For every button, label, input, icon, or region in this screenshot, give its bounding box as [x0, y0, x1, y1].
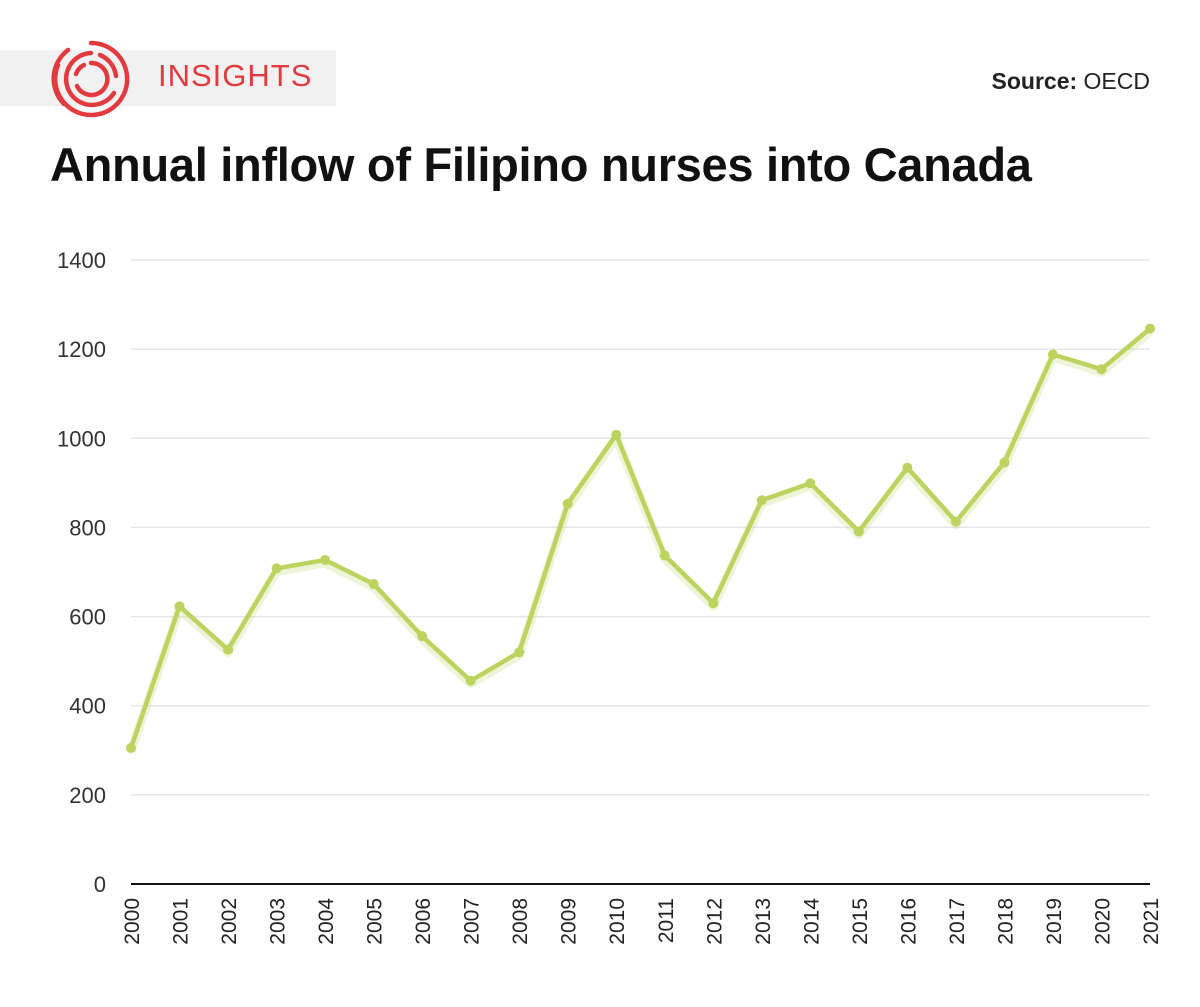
- data-point: [368, 579, 379, 590]
- data-point: [853, 526, 864, 537]
- series-line: [128, 326, 1153, 751]
- x-tick-label: 2012: [703, 898, 726, 945]
- x-tick-label: 2011: [655, 898, 678, 943]
- data-point: [708, 598, 719, 609]
- data-point: [174, 601, 185, 612]
- series-line-shadow: [126, 328, 1153, 753]
- y-tick-label: 400: [69, 694, 106, 719]
- x-tick-label: 2006: [412, 898, 435, 945]
- data-point: [999, 457, 1010, 468]
- x-tick-label: 2005: [364, 898, 387, 945]
- y-tick-label: 800: [69, 515, 106, 540]
- y-tick-label: 200: [69, 783, 106, 808]
- y-tick-label: 0: [94, 872, 106, 897]
- source-note: Source: OECD: [992, 68, 1150, 95]
- x-tick-label: 2018: [994, 898, 1017, 945]
- source-label: Source:: [991, 68, 1078, 94]
- data-point: [1096, 364, 1107, 375]
- data-point: [562, 498, 573, 509]
- data-point: [756, 495, 767, 506]
- y-tick-label: 1000: [57, 426, 106, 451]
- x-tick-label: 2008: [509, 898, 532, 945]
- x-tick-label: 2009: [558, 898, 581, 945]
- data-point: [611, 429, 622, 440]
- x-tick-label: 2015: [849, 898, 872, 945]
- data-point: [223, 644, 234, 655]
- data-point: [320, 554, 331, 565]
- y-tick-label: 1200: [57, 337, 106, 362]
- chart-title: Annual inflow of Filipino nurses into Ca…: [50, 138, 1032, 191]
- x-tick-label: 2013: [752, 898, 775, 945]
- x-tick-label: 2021: [1140, 898, 1163, 945]
- x-tick-label: 2020: [1091, 898, 1114, 945]
- x-tick-label: 2003: [267, 898, 290, 945]
- data-point: [1145, 323, 1155, 334]
- concentric-circles-logo-icon: [51, 40, 130, 118]
- x-tick-label: 2002: [218, 898, 241, 945]
- x-tick-label: 2016: [897, 898, 920, 945]
- data-point: [950, 516, 961, 527]
- x-tick-label: 2014: [800, 898, 823, 945]
- source-value: OECD: [1083, 68, 1150, 94]
- data-point: [465, 675, 476, 686]
- data-point: [659, 550, 670, 561]
- data-point: [271, 563, 282, 574]
- x-tick-label: 2010: [606, 898, 629, 945]
- data-point: [417, 631, 428, 642]
- y-tick-label: 600: [69, 605, 106, 630]
- x-tick-label: 2017: [946, 898, 969, 945]
- data-point: [1047, 349, 1058, 360]
- x-tick-label: 2000: [121, 898, 144, 945]
- data-point: [514, 647, 525, 658]
- data-point: [126, 743, 136, 754]
- x-tick-label: 2001: [170, 898, 193, 945]
- x-tick-label: 2007: [461, 898, 484, 945]
- y-tick-label: 1400: [57, 248, 106, 273]
- data-point: [805, 478, 816, 489]
- x-tick-label: 2004: [315, 898, 338, 945]
- data-point: [902, 462, 913, 473]
- brand-name: INSIGHTS: [158, 58, 313, 93]
- x-tick-label: 2019: [1043, 898, 1066, 945]
